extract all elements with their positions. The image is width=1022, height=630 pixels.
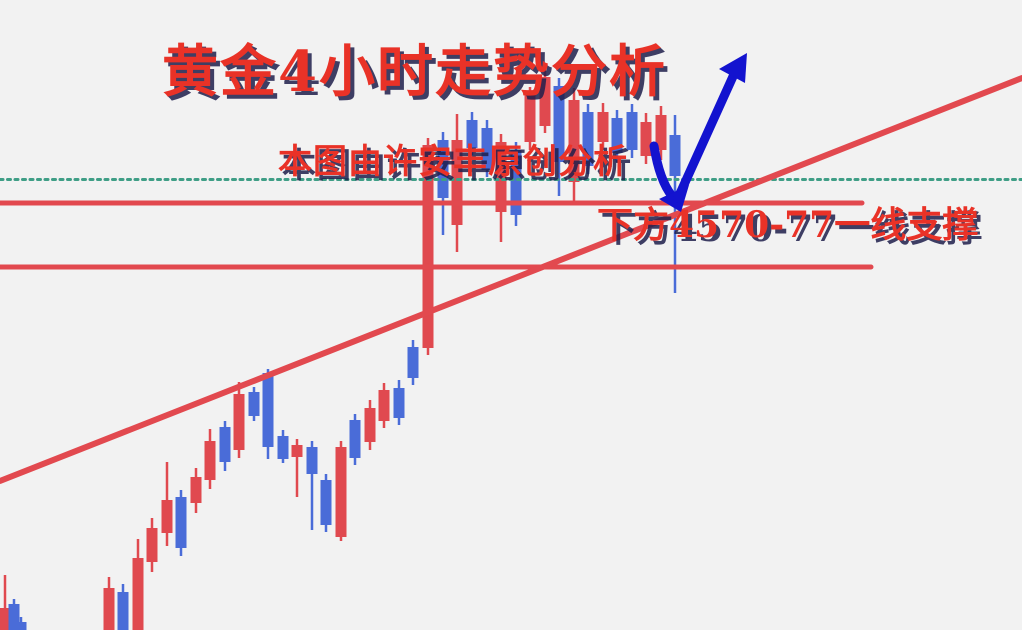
ascending-trendline bbox=[0, 75, 1022, 484]
page-title: 黄金4小时走势分析 bbox=[162, 39, 667, 105]
candle-body-up bbox=[495, 142, 507, 212]
candle-body-down bbox=[553, 86, 565, 162]
candle-body-down bbox=[248, 392, 260, 416]
candle-body-down bbox=[306, 447, 318, 474]
candle-body-up bbox=[655, 115, 667, 150]
candle-body-down bbox=[277, 436, 289, 459]
candle-body-up bbox=[233, 394, 245, 450]
candle-body-up bbox=[524, 95, 536, 142]
candle-body-down bbox=[262, 373, 274, 447]
candle-body-up bbox=[640, 122, 652, 156]
candle-body-down bbox=[626, 112, 638, 150]
candle-body-down bbox=[393, 388, 405, 418]
candle-body-down bbox=[175, 497, 187, 548]
candle-body-up bbox=[568, 100, 580, 182]
candle-body-down bbox=[510, 150, 522, 215]
candle-body-down bbox=[582, 112, 594, 166]
candle-body-down bbox=[669, 135, 681, 176]
candle-body-up bbox=[132, 558, 144, 630]
candle-body-down bbox=[466, 120, 478, 148]
arrow-up-head bbox=[719, 53, 747, 83]
candle-body-down bbox=[611, 118, 623, 153]
candle-body-up bbox=[103, 588, 115, 630]
candle-body-up bbox=[451, 140, 463, 225]
candle-body-down bbox=[219, 427, 231, 462]
candle-body-up bbox=[161, 500, 173, 533]
candle-body-down bbox=[117, 592, 129, 630]
chart-subtitle: 本图由许安丰原创分析 bbox=[278, 142, 628, 182]
candle-body-up bbox=[378, 390, 390, 421]
candle-body-up bbox=[597, 112, 609, 142]
support-annotation: 下方4570-77一线支撑 bbox=[597, 204, 979, 246]
candle-body-down bbox=[407, 347, 419, 378]
arrow-down-stroke bbox=[649, 141, 677, 201]
candle-body-up bbox=[335, 447, 347, 537]
candle-body-down bbox=[15, 622, 27, 630]
candle-body-down bbox=[437, 140, 449, 198]
candle-body-down bbox=[481, 128, 493, 170]
candle-body-up bbox=[291, 445, 303, 457]
candle-body-up bbox=[422, 145, 434, 348]
candle-body-up bbox=[190, 477, 202, 503]
candle-body-down bbox=[8, 604, 20, 630]
candle-body-up bbox=[364, 408, 376, 442]
candle-body-up bbox=[204, 441, 216, 480]
candle-body-up bbox=[146, 528, 158, 562]
candle-body-up bbox=[0, 608, 11, 630]
candle-body-down bbox=[320, 480, 332, 525]
candle-body-down bbox=[349, 420, 361, 458]
arrow-up-stroke bbox=[673, 67, 740, 203]
candle-body-up bbox=[539, 77, 551, 126]
